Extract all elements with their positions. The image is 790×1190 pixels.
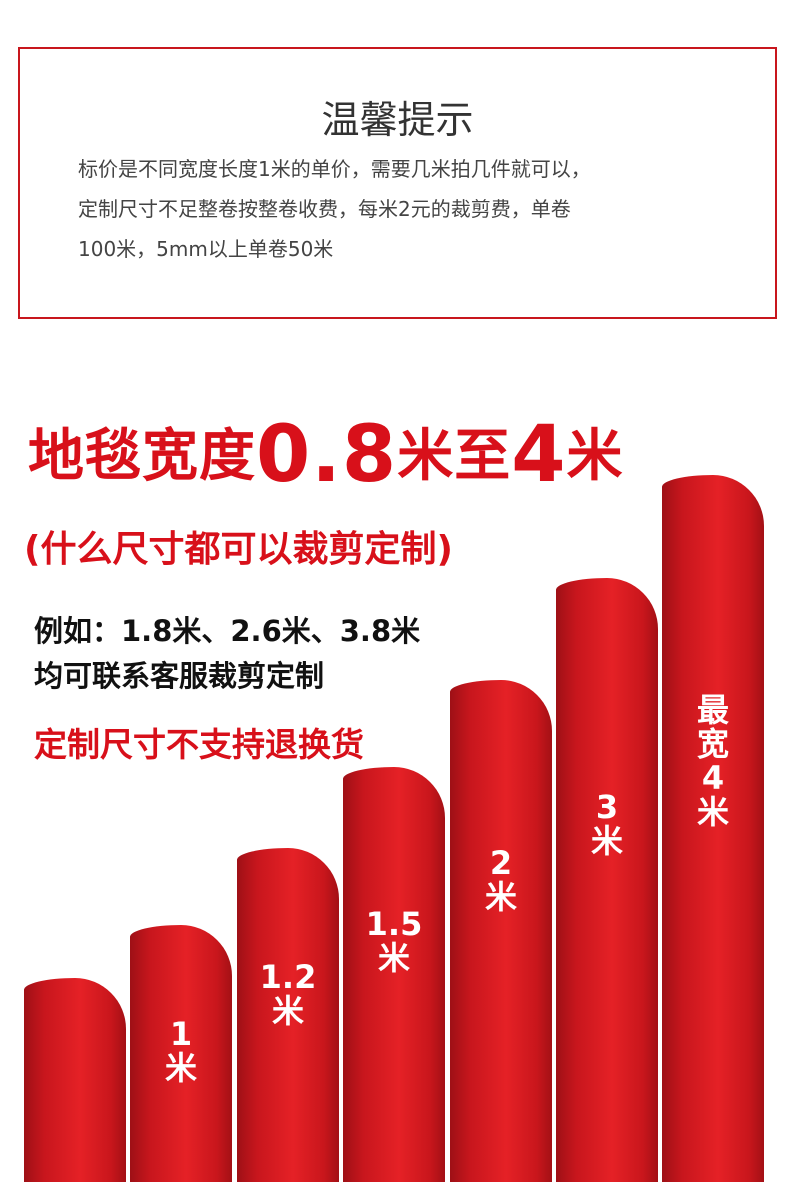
notice-line: 100米，5mm以上单卷50米 — [78, 237, 334, 261]
headline-max-width: 4 — [511, 410, 567, 500]
headline-min-width: 0.8 — [256, 410, 398, 500]
headline: 地毯宽度0.8米至4米 — [28, 410, 623, 500]
headline-text: 地毯宽度 — [28, 424, 256, 489]
carpet-roll-1.2m: 1.2 米 — [237, 848, 339, 1182]
subline: (什么尺寸都可以裁剪定制) — [24, 529, 453, 570]
notice-box: 温馨提示 标价是不同宽度长度1米的单价，需要几米拍几件就可以， 定制尺寸不足整卷… — [18, 47, 777, 319]
example-line: 均可联系客服裁剪定制 — [34, 659, 325, 693]
example-line: 例如：1.8米、2.6米、3.8米 — [34, 614, 421, 648]
notice-title: 温馨提示 — [321, 98, 474, 142]
headline-text: 米至 — [397, 424, 512, 489]
warning-text: 定制尺寸不支持退换货 — [34, 725, 364, 764]
carpet-roll-1.5m: 1.5 米 — [343, 767, 445, 1182]
roll-label: 最宽4 米 — [696, 691, 729, 831]
roll-label: 1.5 米 — [365, 905, 423, 977]
notice-body: 标价是不同宽度长度1米的单价，需要几米拍几件就可以， 定制尺寸不足整卷按整卷收费… — [78, 149, 738, 269]
notice-line: 定制尺寸不足整卷按整卷收费，每米2元的裁剪费，单卷 — [78, 197, 571, 221]
carpet-roll — [24, 978, 126, 1182]
carpet-roll-4m: 最宽4 米 — [662, 475, 764, 1182]
headline-text: 米 — [566, 424, 624, 489]
notice-line: 标价是不同宽度长度1米的单价，需要几米拍几件就可以， — [78, 157, 591, 181]
roll-label: 1.2 米 — [259, 958, 317, 1030]
